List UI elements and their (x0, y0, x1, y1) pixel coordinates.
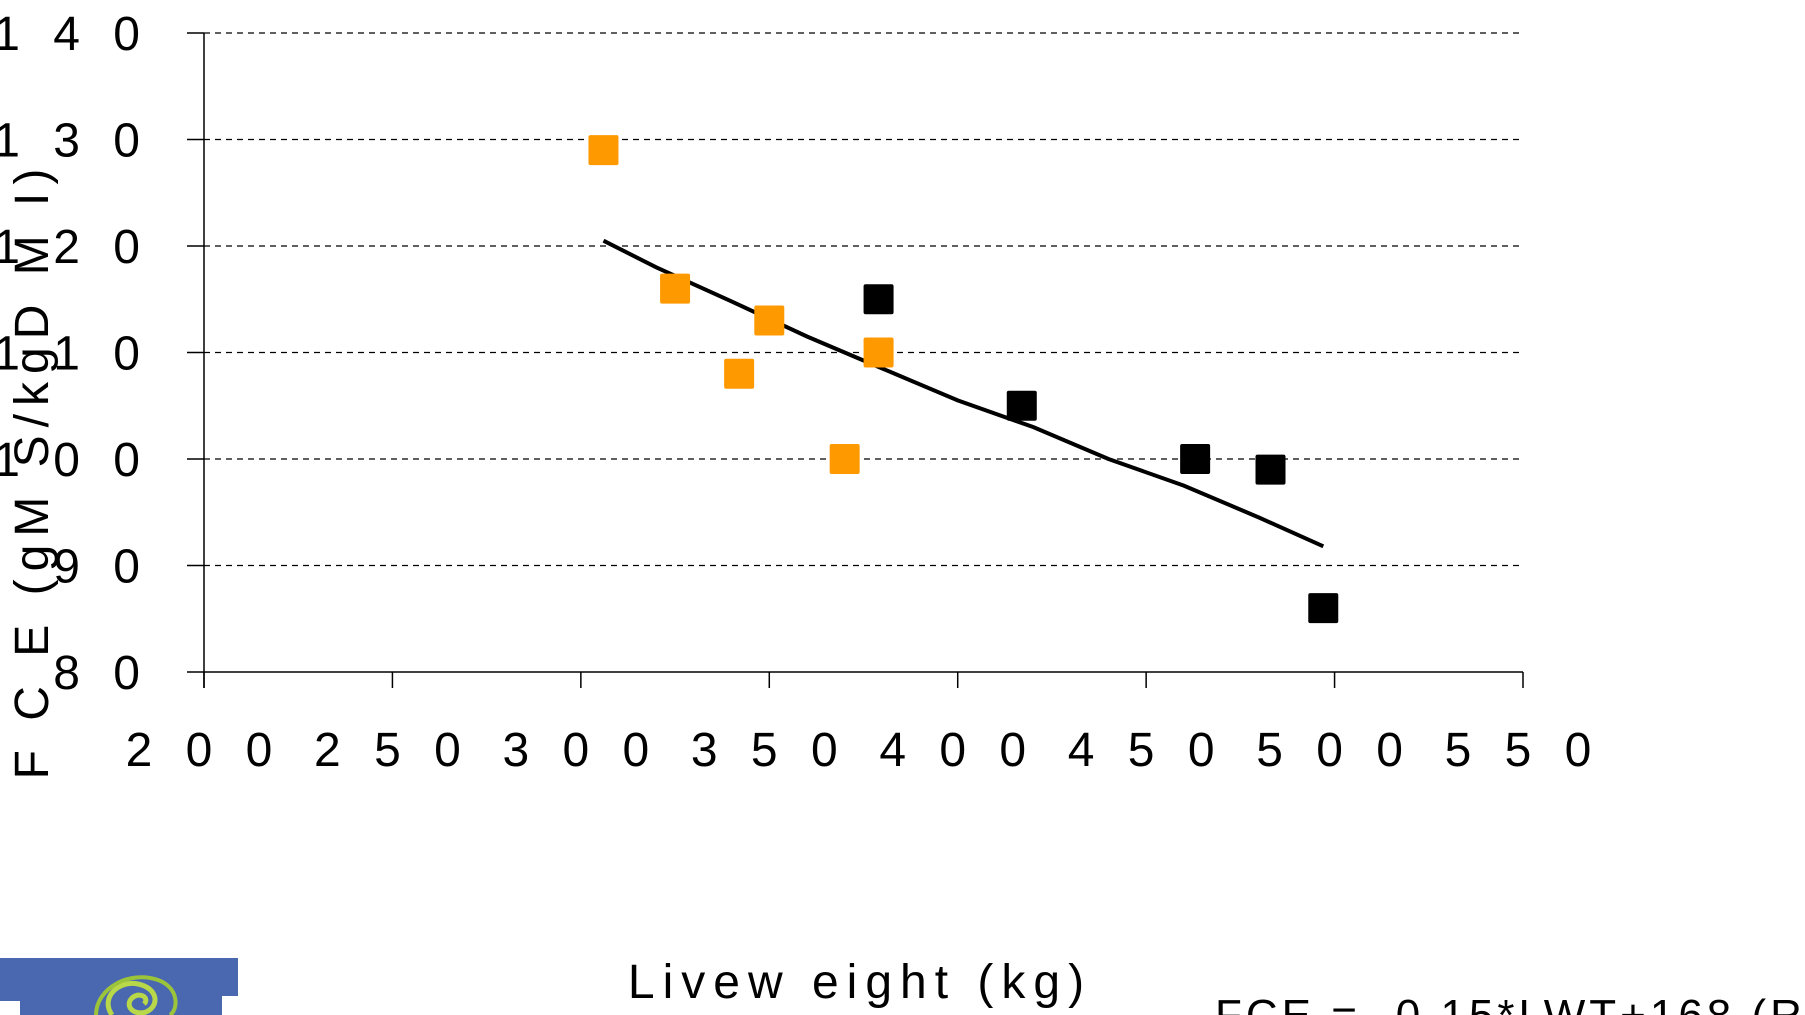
data-point-orange (829, 444, 860, 474)
y-tick-label: 1 4 0 (0, 8, 150, 61)
data-point-black (1180, 444, 1211, 474)
x-tick-label: 3 5 0 (691, 724, 848, 777)
y-tick-label: 9 0 (53, 541, 150, 594)
y-tick-label: 1 1 0 (0, 328, 150, 381)
data-point-black (863, 284, 894, 315)
data-point-orange (588, 135, 619, 166)
data-point-orange (724, 358, 755, 389)
y-tick-label: 8 0 (53, 647, 150, 700)
x-tick-label: 5 5 0 (1445, 724, 1602, 777)
x-tick-label: 2 0 0 (126, 724, 283, 777)
x-tick-label: 5 0 0 (1256, 724, 1413, 777)
y-tick-label: 1 2 0 (0, 221, 150, 274)
y-axis-title: F C E (gM S/kgD M I) (6, 161, 59, 780)
x-tick-label: 3 0 0 (502, 724, 659, 777)
x-tick-label: 4 0 0 (879, 724, 1036, 777)
trend-equation: FCE = -0.15*LWT+168 (R² = 0.7 (1215, 991, 1805, 1015)
data-point-orange (660, 273, 691, 304)
data-point-orange (863, 337, 894, 368)
data-point-black (1255, 454, 1286, 485)
x-axis-title: Livew eight (kg) (628, 956, 1092, 1009)
data-point-orange (754, 305, 785, 336)
trendline (602, 238, 1325, 549)
data-point-black (1308, 593, 1339, 624)
logo (0, 958, 238, 1015)
y-tick-labels: 8 0 9 0 1 0 0 1 1 0 1 2 0 1 3 0 1 4 0 (0, 8, 150, 700)
trendline-group (602, 238, 1325, 549)
data-point-black (1006, 390, 1037, 421)
spiral-logo-icon (0, 958, 238, 1015)
axes (187, 32, 1524, 688)
x-tick-label: 4 5 0 (1068, 724, 1225, 777)
data-points (588, 135, 1339, 624)
x-tick-label: 2 5 0 (314, 724, 471, 777)
x-tick-labels: 2 0 0 2 5 0 3 0 0 3 5 0 4 0 0 4 5 0 5 0 0 5 5 0 (126, 724, 1602, 777)
y-tick-label: 1 0 0 (0, 434, 150, 487)
y-tick-label: 1 3 0 (0, 115, 150, 168)
grid-lines (204, 32, 1523, 567)
